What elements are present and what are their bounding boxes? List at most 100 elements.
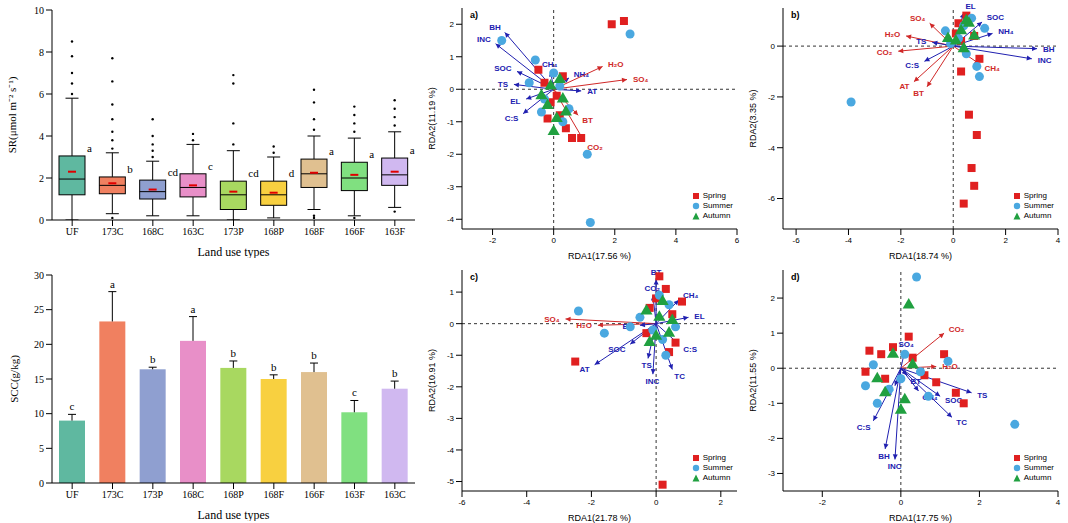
svg-text:TC: TC [674,372,685,381]
svg-text:25: 25 [34,304,44,315]
svg-text:b: b [150,353,156,365]
svg-text:-2: -2 [819,498,827,507]
svg-text:c: c [70,400,75,412]
svg-text:2: 2 [613,236,618,245]
svg-text:173C: 173C [102,226,124,237]
svg-text:RDA1(17.75 %): RDA1(17.75 %) [889,513,952,523]
svg-text:0: 0 [39,215,44,226]
svg-text:20: 20 [34,339,44,350]
svg-text:0: 0 [771,42,776,51]
svg-text:RDA1(21.78 %): RDA1(21.78 %) [568,513,631,523]
svg-text:-4: -4 [768,144,776,153]
svg-text:c: c [208,160,213,172]
svg-text:b: b [392,367,398,379]
svg-text:0: 0 [654,498,659,507]
svg-text:0: 0 [450,85,455,94]
svg-text:UF: UF [66,226,79,237]
svg-text:SO₄: SO₄ [633,75,649,84]
svg-text:a: a [329,145,334,157]
svg-text:-4: -4 [523,498,531,507]
svg-text:-2: -2 [768,434,776,443]
svg-text:0: 0 [551,236,556,245]
svg-text:173P: 173P [223,226,244,237]
svg-text:-6: -6 [768,194,776,203]
svg-text:163F: 163F [344,489,365,500]
svg-text:SOC: SOC [494,64,512,73]
svg-text:a: a [191,303,196,315]
svg-text:-1: -1 [768,399,776,408]
svg-text:SO₄: SO₄ [544,315,560,324]
svg-text:-2: -2 [447,383,455,392]
svg-text:H₂O: H₂O [608,60,624,69]
svg-text:2: 2 [719,498,724,507]
svg-text:c: c [352,386,357,398]
svg-text:d: d [289,167,295,179]
svg-text:163C: 163C [384,489,406,500]
svg-text:TS: TS [916,37,927,46]
svg-text:RDA1(17.56 %): RDA1(17.56 %) [568,251,631,261]
svg-text:BH: BH [878,452,890,461]
svg-text:-2: -2 [588,498,596,507]
svg-text:6: 6 [39,89,44,100]
svg-text:-2: -2 [447,150,455,159]
svg-text:AT: AT [587,87,597,96]
svg-text:TS: TS [642,361,653,370]
svg-text:-2: -2 [489,236,497,245]
svg-text:BH: BH [489,23,501,32]
svg-text:SOC: SOC [608,345,626,354]
svg-text:10: 10 [34,408,44,419]
svg-text:166F: 166F [344,226,365,237]
svg-text:168F: 168F [304,226,325,237]
svg-text:CO₂: CO₂ [877,48,893,57]
svg-text:2: 2 [1003,236,1008,245]
svg-text:b: b [231,347,237,359]
svg-text:EL: EL [510,97,520,106]
svg-text:168P: 168P [223,489,244,500]
svg-text:EL: EL [966,2,976,11]
svg-text:4: 4 [674,236,679,245]
svg-text:1: 1 [450,53,455,62]
svg-text:15: 15 [34,374,44,385]
svg-text:INC: INC [888,462,902,471]
svg-text:RDA2(11.19 %): RDA2(11.19 %) [427,87,437,149]
svg-text:0: 0 [771,364,776,373]
svg-text:2: 2 [977,498,982,507]
svg-text:CH₄: CH₄ [542,60,558,69]
svg-text:Land use types: Land use types [198,245,270,258]
svg-text:1: 1 [771,329,776,338]
svg-text:166F: 166F [304,489,325,500]
svg-text:-3: -3 [447,414,455,423]
svg-text:SOC: SOC [987,13,1005,22]
svg-text:-1: -1 [447,118,455,127]
svg-text:2: 2 [39,173,44,184]
svg-text:cd: cd [248,167,259,179]
svg-text:UF: UF [66,489,79,500]
svg-text:C:S: C:S [683,345,697,354]
svg-text:163F: 163F [385,226,406,237]
svg-text:BH: BH [1043,45,1055,54]
svg-text:TC: TC [956,418,967,427]
svg-text:168F: 168F [264,489,285,500]
svg-text:Land use types: Land use types [198,508,270,521]
svg-text:10: 10 [34,5,44,16]
svg-text:a: a [369,148,374,160]
svg-text:INC: INC [1038,56,1052,65]
svg-text:168C: 168C [142,226,164,237]
svg-text:RDA2(11.55 %): RDA2(11.55 %) [748,349,758,411]
svg-text:BT: BT [582,116,593,125]
svg-text:b: b [271,361,277,373]
svg-text:168C: 168C [182,489,204,500]
svg-text:8: 8 [39,47,44,58]
svg-text:1: 1 [450,288,455,297]
svg-text:-4: -4 [447,215,455,224]
svg-text:-1: -1 [447,351,455,360]
svg-text:173P: 173P [143,489,164,500]
svg-text:b: b [311,349,317,361]
svg-text:-3: -3 [447,183,455,192]
svg-text:RDA2(10.91 %): RDA2(10.91 %) [427,349,437,412]
svg-text:AT: AT [899,82,909,91]
svg-text:NH₄: NH₄ [998,27,1014,36]
svg-text:RDA1(18.74 %): RDA1(18.74 %) [889,251,952,261]
svg-text:BT: BT [913,89,924,98]
svg-text:-3: -3 [768,469,776,478]
